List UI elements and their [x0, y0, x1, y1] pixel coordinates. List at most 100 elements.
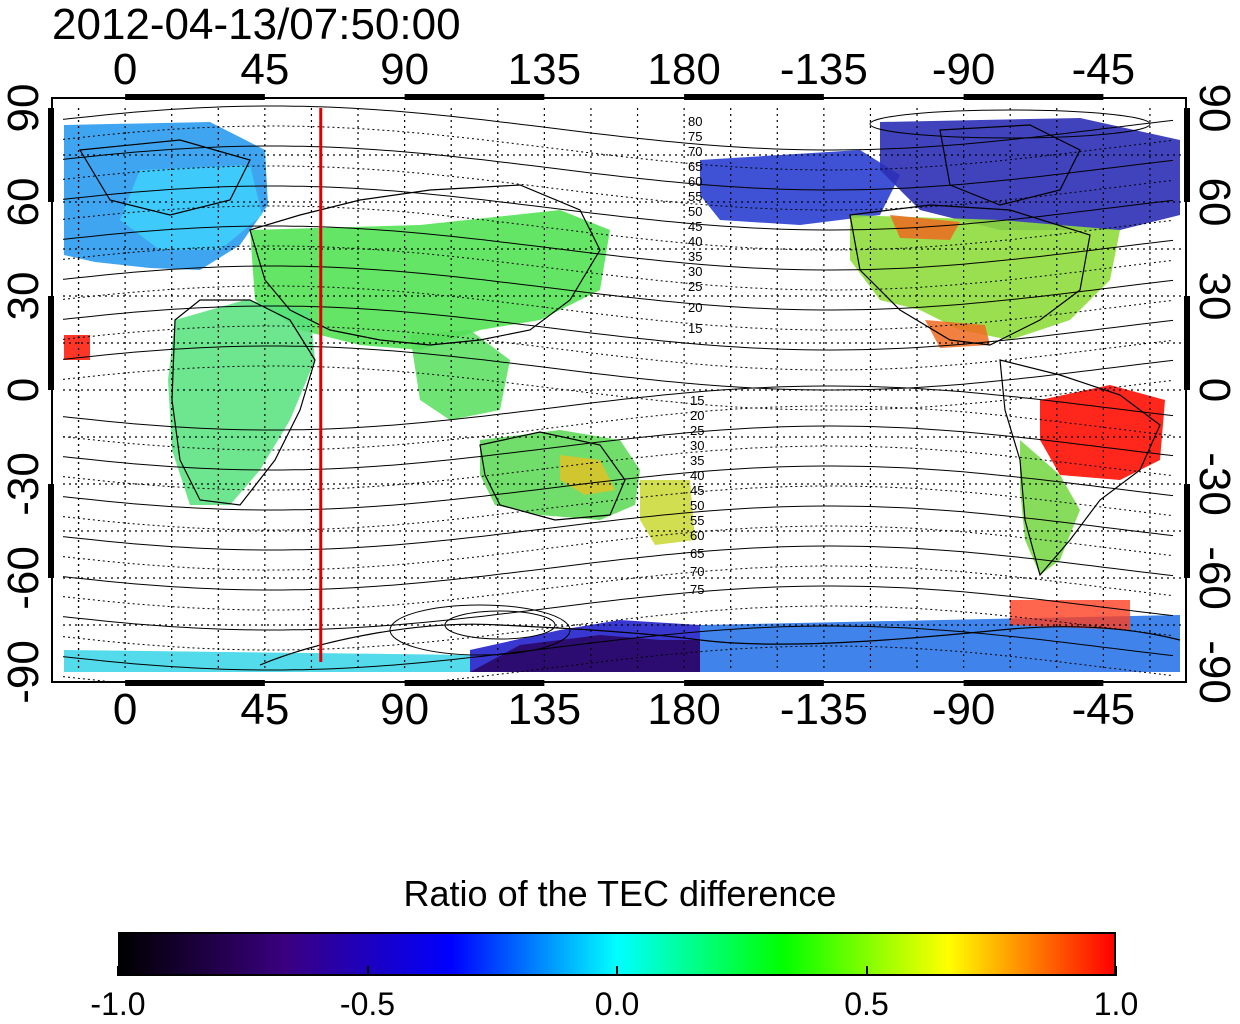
longitude-tick-label-top: 180 — [647, 45, 721, 94]
contour-label-north: 80 — [688, 114, 702, 129]
magnetic-contour-line — [62, 105, 1174, 151]
frame-bar-left — [48, 484, 54, 578]
colorbar-tick-label: 0.5 — [844, 986, 889, 1022]
longitude-tick-label-bottom: -45 — [1071, 685, 1136, 734]
contour-label-north: 15 — [688, 321, 702, 336]
tec-region-central-america — [925, 320, 990, 348]
colorbar-tick-label: -1.0 — [90, 986, 146, 1022]
map-gridlines — [63, 108, 1181, 672]
magnetic-contour-line — [62, 305, 1174, 351]
frame-bar-bottom — [684, 680, 824, 686]
contour-label-south: 40 — [690, 468, 704, 483]
frame-bar-top — [404, 94, 545, 100]
frame-bar-bottom — [404, 680, 545, 686]
contour-label-south: 65 — [690, 546, 704, 561]
contour-label-north: 25 — [688, 279, 702, 294]
longitude-tick-label-top: 135 — [507, 45, 582, 94]
tec-region-north-america — [850, 215, 1120, 340]
longitude-tick-label-bottom: 180 — [647, 685, 721, 734]
magnetic-contour-line — [62, 605, 1174, 651]
contour-label-south: 30 — [690, 438, 704, 453]
magnetic-contour-line — [62, 465, 1174, 511]
magnetic-contour-line — [62, 405, 1174, 451]
magnetic-contour-line — [62, 385, 1174, 431]
magnetic-contour-line — [62, 545, 1174, 591]
longitude-tick-label-top: -45 — [1071, 45, 1136, 94]
tec-region-north-america-warm — [890, 215, 960, 240]
tec-region-west-africa-red — [64, 335, 90, 360]
longitude-tick-label-top: -135 — [779, 45, 868, 94]
contour-label-south: 25 — [690, 423, 704, 438]
longitude-tick-label-bottom: -135 — [779, 685, 868, 734]
tec-region-south-america — [1040, 385, 1165, 480]
frame-bar-top — [125, 94, 265, 100]
map-title: 2012-04-13/07:50:00 — [52, 0, 461, 49]
tec-region-south-america-south — [1020, 440, 1080, 575]
contour-label-south: 50 — [690, 498, 704, 513]
tec-region-africa — [168, 300, 315, 505]
latitude-tick-label-left: 0 — [0, 377, 48, 403]
contour-label-north: 70 — [688, 144, 702, 159]
contour-label-north: 60 — [688, 174, 702, 189]
frame-bar-left — [48, 296, 54, 390]
colorbar-tick-mark — [616, 966, 618, 976]
tec-region-se-asia — [410, 330, 510, 420]
magnetic-contour-line — [62, 485, 1174, 531]
magnetic-contour-line — [62, 585, 1174, 631]
longitude-tick-label-bottom: 0 — [112, 685, 138, 734]
tec-region-newzealand — [640, 480, 695, 545]
longitude-tick-label-bottom: 135 — [507, 685, 582, 734]
latitude-tick-label-right: 60 — [1190, 177, 1239, 227]
contour-label-north: 75 — [688, 129, 702, 144]
magnetic-contour-line — [62, 505, 1174, 551]
contour-label-north: 40 — [688, 234, 702, 249]
contour-label-south: 20 — [690, 408, 704, 423]
tec-region-antarctica-west — [700, 615, 1180, 672]
magnetic-contours — [62, 105, 1174, 682]
magnetic-contour-closed — [869, 109, 1151, 139]
longitude-tick-label-top: 0 — [112, 45, 138, 94]
tec-region-arctic-canada — [700, 150, 900, 225]
contour-label-south: 60 — [690, 528, 704, 543]
colorbar-tick-mark — [117, 966, 119, 976]
magnetic-contour-line — [62, 365, 1174, 411]
magnetic-contour-line — [62, 525, 1174, 571]
latitude-tick-label-right: 30 — [1190, 271, 1239, 321]
colorbar-tick-mark — [865, 966, 868, 976]
tec-region-asia — [250, 210, 610, 350]
latitude-tick-label-right: 90 — [1190, 83, 1239, 133]
frame-bar-right — [1184, 108, 1190, 202]
longitude-tick-label-bottom: 45 — [240, 685, 290, 734]
magnetic-contour-line — [62, 125, 1174, 171]
latitude-tick-label-left: 90 — [0, 83, 48, 133]
frame-bar-left — [48, 108, 54, 202]
contour-label-north: 30 — [688, 264, 702, 279]
latitude-tick-label-left: -90 — [0, 640, 48, 704]
contour-label-south: 35 — [690, 453, 704, 468]
colorbar-title: Ratio of the TEC difference — [403, 873, 837, 914]
magnetic-contour-line — [62, 205, 1174, 251]
magnetic-contour-line — [62, 285, 1174, 331]
frame-bar-bottom — [963, 680, 1104, 686]
magnetic-contour-line — [62, 565, 1174, 611]
frame-bar-top — [963, 94, 1104, 100]
latitude-tick-label-right: -30 — [1190, 452, 1239, 516]
latitude-tick-label-left: 60 — [0, 177, 48, 227]
colorbar-tick-label: 0.0 — [594, 986, 640, 1022]
frame-bar-right — [1184, 484, 1190, 578]
magnetic-contour-line — [62, 445, 1174, 491]
contour-label-north: 20 — [688, 300, 702, 315]
latitude-tick-label-right: 0 — [1190, 377, 1239, 403]
longitude-tick-label-top: 45 — [240, 45, 290, 94]
coastlines — [78, 124, 1181, 666]
contour-label-south: 15 — [690, 393, 704, 408]
tec-region-antarctic-peninsula — [1010, 600, 1130, 630]
magnetic-contour-line — [62, 225, 1174, 271]
contour-label-north: 45 — [688, 219, 702, 234]
contour-label-south: 55 — [690, 513, 704, 528]
contour-label-north: 35 — [688, 249, 702, 264]
magnetic-contour-line — [62, 325, 1174, 371]
map-frame-ticks — [48, 94, 1190, 686]
longitude-tick-label-top: 90 — [380, 45, 430, 94]
magnetic-contour-line — [62, 145, 1174, 191]
